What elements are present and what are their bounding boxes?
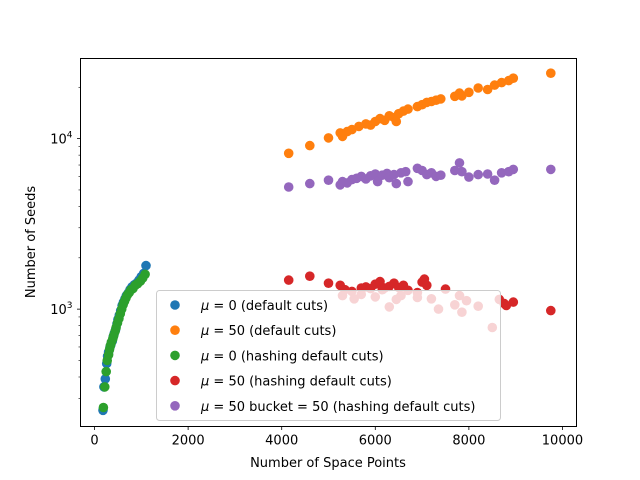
- legend-label: μ = 0 (hashing default cuts): [200, 349, 384, 364]
- data-point: [436, 170, 446, 180]
- legend-marker: [170, 325, 180, 336]
- data-point: [422, 280, 432, 291]
- data-point: [305, 140, 315, 151]
- series-1: [283, 68, 556, 159]
- data-point: [489, 175, 500, 185]
- data-point: [403, 176, 413, 187]
- data-point: [508, 297, 519, 307]
- legend: μ = 0 (default cuts) μ = 50 (default cuts…: [156, 290, 501, 421]
- data-point: [323, 175, 334, 185]
- data-point: [305, 178, 315, 189]
- data-point: [100, 374, 111, 384]
- legend-box: [156, 290, 501, 421]
- data-point: [100, 382, 110, 392]
- data-point: [305, 271, 315, 282]
- data-point: [457, 166, 467, 177]
- data-point: [508, 164, 519, 175]
- data-point: [98, 402, 109, 413]
- legend-label: μ = 50 bucket = 50 (hashing default cuts…: [200, 400, 475, 415]
- legend-marker: [170, 300, 180, 310]
- y-axis: 103 104: [50, 86, 81, 399]
- y-tick-label: 104: [50, 131, 73, 148]
- y-axis-label: Number of Seeds: [24, 186, 39, 299]
- data-point: [464, 172, 474, 182]
- x-tick-label: 8000: [452, 434, 485, 449]
- x-tick-label: 6000: [359, 434, 392, 449]
- x-axis-label: Number of Space Points: [250, 456, 406, 471]
- data-point: [283, 275, 294, 285]
- data-point: [464, 87, 474, 98]
- data-point: [283, 148, 294, 159]
- data-point: [101, 366, 111, 377]
- data-point: [140, 269, 150, 280]
- data-point: [508, 73, 519, 83]
- data-point: [323, 278, 334, 289]
- data-point: [391, 178, 402, 189]
- data-point: [141, 260, 151, 271]
- series-2: [98, 269, 150, 413]
- data-point: [482, 84, 493, 95]
- series-4: [283, 158, 556, 192]
- x-axis: 0 2000 4000 6000 8000 10000: [90, 426, 583, 449]
- legend-marker: [170, 401, 180, 411]
- data-point: [450, 165, 460, 176]
- legend-label: μ = 50 (hashing default cuts): [200, 375, 392, 390]
- x-tick-label: 0: [90, 434, 98, 449]
- x-tick-label: 10000: [542, 434, 583, 449]
- data-point: [283, 182, 294, 192]
- points-layer: [98, 68, 556, 416]
- legend-label: μ = 50 (default cuts): [200, 324, 336, 339]
- data-point: [323, 133, 334, 143]
- data-point: [454, 158, 465, 168]
- legend-marker: [170, 375, 180, 386]
- data-point: [436, 94, 446, 104]
- data-point: [546, 164, 556, 175]
- data-point: [400, 166, 411, 177]
- axes-frame: [80, 58, 577, 427]
- data-point: [546, 305, 556, 316]
- data-point: [473, 83, 484, 93]
- data-point: [496, 168, 507, 178]
- data-point: [391, 116, 402, 127]
- legend-marker: [170, 350, 180, 361]
- y-tick-label: 103: [50, 301, 72, 318]
- data-point: [546, 68, 556, 78]
- x-tick-label: 4000: [265, 434, 298, 449]
- legend-label: μ = 0 (default cuts): [200, 299, 328, 314]
- data-point: [403, 104, 413, 114]
- data-point: [482, 169, 493, 179]
- data-point: [473, 169, 484, 180]
- x-tick-label: 2000: [172, 434, 205, 449]
